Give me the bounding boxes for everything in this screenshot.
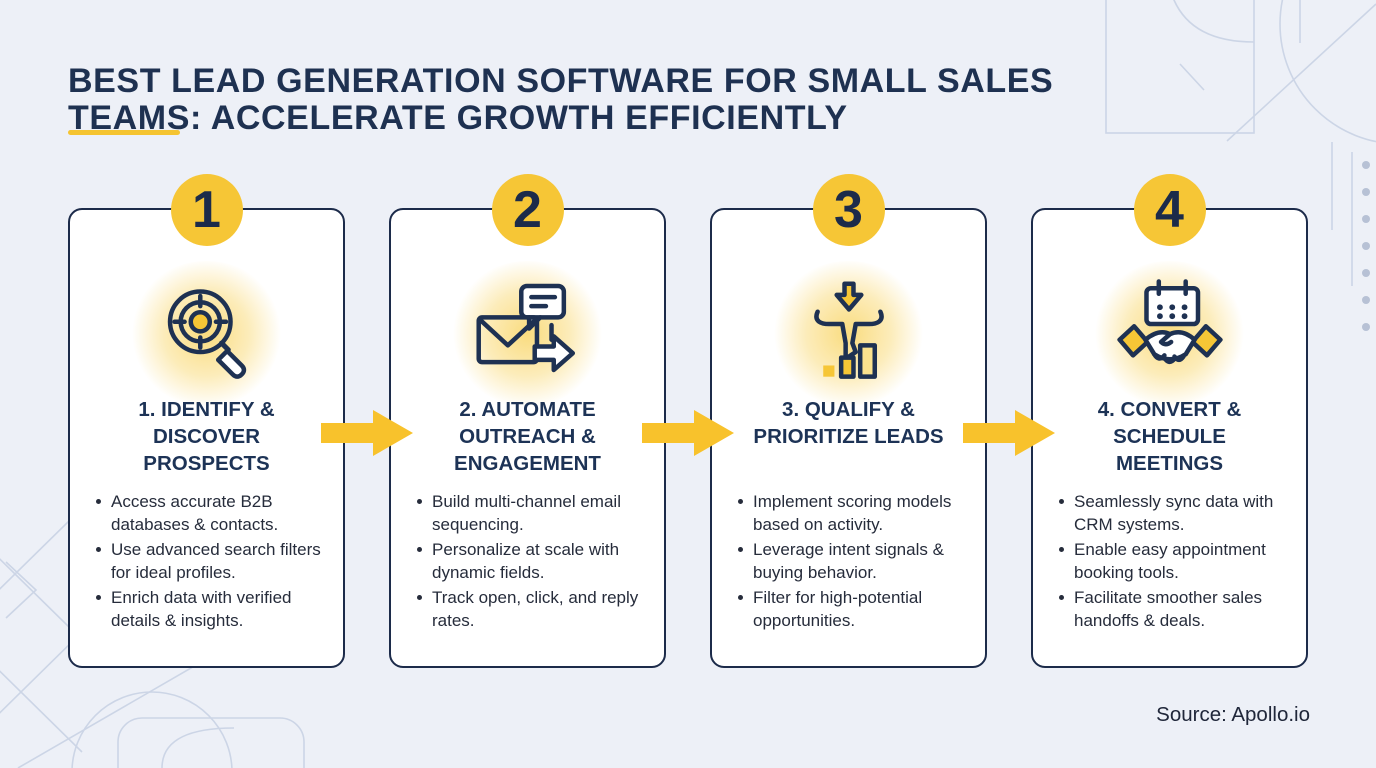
flow-arrow-icon (321, 410, 413, 456)
bullet-item: Build multi-channel email sequencing. (415, 490, 650, 536)
step-card-1: 1 1. IDENTIFY & DISCOVER PROSPECTS Acces… (68, 174, 345, 668)
source-caption: Source: Apollo.io (1156, 703, 1310, 726)
step-card-2: 2 2. AUTOMATE OUTREACH & ENGAGEMENT Buil… (389, 174, 666, 668)
bullet-item: Leverage intent signals & buying behavio… (736, 538, 971, 584)
step-heading: 3. QUALIFY & PRIORITIZE LEADS (753, 398, 944, 449)
bullet-item: Facilitate smoother sales handoffs & dea… (1057, 586, 1292, 632)
step-heading: 4. CONVERT & SCHEDULE MEETINGS (1097, 398, 1242, 476)
icon-glow (129, 260, 284, 406)
bullet-item: Filter for high-potential opportunities. (736, 586, 971, 632)
step-number-badge: 4 (1133, 174, 1206, 246)
step-bullet-list: Access accurate B2B databases & contacts… (94, 490, 329, 634)
flow-arrow-icon (963, 410, 1055, 456)
title-underline (68, 130, 180, 135)
target-magnifier-icon (151, 277, 263, 389)
bullet-item: Implement scoring models based on activi… (736, 490, 971, 536)
bullet-item: Personalize at scale with dynamic fields… (415, 538, 650, 584)
bullet-item: Use advanced search filters for ideal pr… (94, 538, 329, 584)
bullet-item: Track open, click, and reply rates. (415, 586, 650, 632)
step-bullet-list: Build multi-channel email sequencing. Pe… (415, 490, 650, 634)
step-card-4: 4 4. CONVERT & SCHEDULE MEET (1031, 174, 1308, 668)
step-number-badge: 1 (170, 174, 243, 246)
step-number-badge: 3 (812, 174, 885, 246)
step-icon-wrap (1033, 258, 1306, 408)
page-title: BEST LEAD GENERATION SOFTWARE FOR SMALL … (68, 61, 1054, 138)
step-number-badge: 2 (491, 174, 564, 246)
step-bullet-list: Seamlessly sync data with CRM systems. E… (1057, 490, 1292, 634)
step-icon-wrap (70, 258, 343, 408)
step-card-3: 3 3. QUALIFY & PRIORITIZE LEADS Implemen… (710, 174, 987, 668)
email-outreach-icon (472, 277, 584, 389)
bullet-item: Access accurate B2B databases & contacts… (94, 490, 329, 536)
bullet-item: Seamlessly sync data with CRM systems. (1057, 490, 1292, 536)
step-heading: 2. AUTOMATE OUTREACH & ENGAGEMENT (454, 398, 601, 476)
step-bullet-list: Implement scoring models based on activi… (736, 490, 971, 634)
bullet-item: Enrich data with verified details & insi… (94, 586, 329, 632)
step-icon-wrap (712, 258, 985, 408)
bullet-item: Enable easy appointment booking tools. (1057, 538, 1292, 584)
step-icon-wrap (391, 258, 664, 408)
lead-funnel-icon (793, 277, 905, 389)
handshake-calendar-icon (1114, 277, 1226, 389)
step-heading: 1. IDENTIFY & DISCOVER PROSPECTS (138, 398, 275, 476)
flow-arrow-icon (642, 410, 734, 456)
